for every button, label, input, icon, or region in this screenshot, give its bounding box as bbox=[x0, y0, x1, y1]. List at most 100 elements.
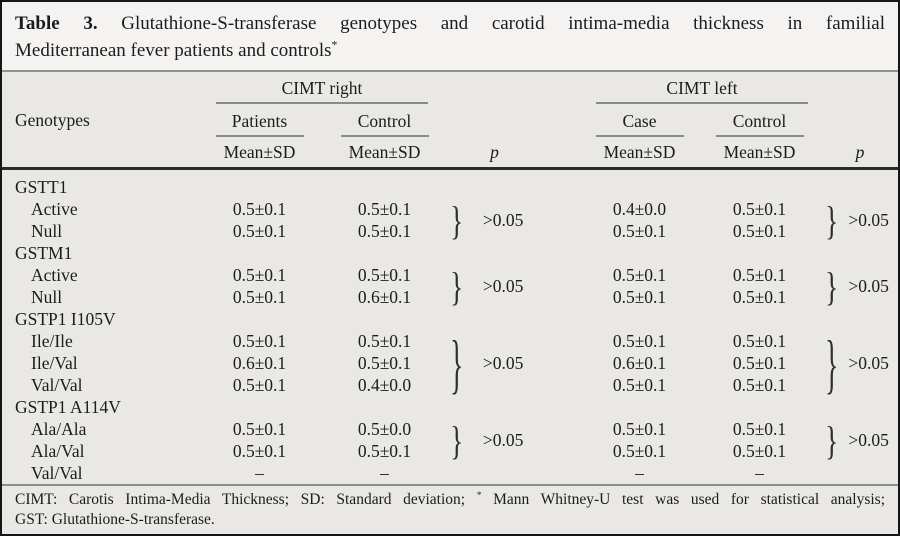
brace-icon: } bbox=[450, 326, 464, 400]
value-cell: 0.5±0.1 bbox=[232, 374, 287, 395]
caption-label: Table 3. bbox=[15, 13, 98, 34]
value-cell: 0.5±0.1 bbox=[732, 198, 787, 219]
p-value-cimt-right: } >0.05 bbox=[450, 326, 524, 400]
section-gstm1: GSTM1 Active 0.5±0.1 0.5±0.1 0.5±0.1 0.5… bbox=[2, 242, 898, 308]
footnote-asterisk: * bbox=[476, 489, 482, 501]
section-title: GSTP1 I105V bbox=[15, 308, 116, 329]
value-cell: 0.6±0.1 bbox=[612, 352, 667, 373]
p-value-cimt-right: } >0.05 bbox=[450, 263, 524, 309]
column-header-p-right: p bbox=[490, 141, 499, 162]
section-gstt1: GSTT1 Active 0.5±0.1 0.5±0.1 0.4±0.0 0.5… bbox=[2, 176, 898, 242]
value-cell: 0.5±0.1 bbox=[612, 418, 667, 439]
caption-line-1: Table 3. Glutathione-S-transferase genot… bbox=[15, 10, 885, 37]
column-header-genotypes: Genotypes bbox=[15, 110, 90, 130]
section-title: GSTT1 bbox=[15, 176, 68, 197]
row-label: Null bbox=[31, 220, 63, 241]
value-cell: 0.4±0.0 bbox=[612, 198, 667, 219]
column-header-meansd: Mean±SD bbox=[223, 141, 296, 162]
subgroup-underline bbox=[215, 135, 304, 137]
value-cell: 0.5±0.1 bbox=[612, 330, 667, 351]
p-value-cimt-right: } >0.05 bbox=[450, 197, 524, 243]
value-cell: 0.5±0.1 bbox=[232, 330, 287, 351]
value-cell: 0.5±0.1 bbox=[732, 440, 787, 461]
header-divider bbox=[2, 167, 898, 170]
value-cell: 0.5±0.1 bbox=[612, 374, 667, 395]
table-body: GSTT1 Active 0.5±0.1 0.5±0.1 0.4±0.0 0.5… bbox=[2, 170, 898, 484]
row-label: Ala/Ala bbox=[31, 418, 87, 439]
column-group-cimt-left: CIMT left bbox=[582, 74, 822, 104]
caption-divider bbox=[2, 70, 898, 72]
column-header-p-left: p bbox=[855, 141, 865, 162]
row-label: Active bbox=[31, 198, 78, 219]
row-label: Null bbox=[31, 286, 63, 307]
group-underline bbox=[596, 102, 808, 104]
brace-icon: } bbox=[825, 197, 839, 243]
table-header: Genotypes CIMT right CIMT left Patients … bbox=[2, 72, 898, 167]
brace-icon: } bbox=[825, 326, 839, 400]
column-header-meansd: Mean±SD bbox=[348, 141, 421, 162]
table-caption: Table 3. Glutathione-S-transferase genot… bbox=[2, 2, 898, 70]
section-title: GSTP1 A114V bbox=[15, 396, 121, 417]
p-value-cimt-left: } >0.05 bbox=[825, 263, 889, 309]
section-gstp1-a114v: GSTP1 A114V Ala/Ala 0.5±0.1 0.5±0.0 0.5±… bbox=[2, 396, 898, 484]
value-cell: 0.5±0.1 bbox=[732, 418, 787, 439]
value-cell: 0.5±0.1 bbox=[232, 220, 287, 241]
value-cell: 0.5±0.1 bbox=[732, 352, 787, 373]
value-cell: 0.5±0.1 bbox=[357, 440, 412, 461]
p-value-cimt-left: } >0.05 bbox=[825, 417, 889, 463]
subgroup-underline bbox=[595, 135, 684, 137]
caption-line-2: Mediterranean fever patients and control… bbox=[15, 38, 338, 61]
value-cell: – bbox=[380, 462, 389, 483]
p-value-cimt-left: } >0.05 bbox=[825, 197, 889, 243]
value-cell: 0.5±0.1 bbox=[732, 286, 787, 307]
value-cell: 0.4±0.0 bbox=[357, 374, 412, 395]
value-cell: 0.5±0.1 bbox=[357, 220, 412, 241]
value-cell: 0.5±0.1 bbox=[232, 440, 287, 461]
column-header-meansd: Mean±SD bbox=[603, 141, 676, 162]
column-header-control-left: Control bbox=[697, 104, 822, 137]
value-cell: 0.5±0.1 bbox=[732, 374, 787, 395]
row-label: Ile/Ile bbox=[31, 330, 73, 351]
row-label: Val/Val bbox=[31, 462, 83, 483]
value-cell: 0.5±0.0 bbox=[357, 418, 412, 439]
group-underline bbox=[216, 102, 428, 104]
footnote-divider bbox=[2, 484, 898, 486]
value-cell: 0.5±0.1 bbox=[612, 286, 667, 307]
p-value-cimt-left: } >0.05 bbox=[825, 326, 889, 400]
footnote-line-1: CIMT: Carotis Intima-Media Thickness; SD… bbox=[15, 489, 886, 508]
value-cell: 0.5±0.1 bbox=[357, 264, 412, 285]
caption-text: Glutathione-S-transferase genotypes and … bbox=[121, 13, 885, 34]
value-cell: 0.5±0.1 bbox=[732, 330, 787, 351]
subgroup-underline bbox=[715, 135, 804, 137]
value-cell: 0.5±0.1 bbox=[232, 198, 287, 219]
footnote-line-2: GST: Glutathione-S-transferase. bbox=[15, 511, 215, 528]
brace-icon: } bbox=[450, 263, 464, 309]
brace-icon: } bbox=[450, 197, 464, 243]
value-cell: 0.6±0.1 bbox=[357, 286, 412, 307]
section-title: GSTM1 bbox=[15, 242, 73, 263]
value-cell: 0.5±0.1 bbox=[732, 264, 787, 285]
value-cell: 0.5±0.1 bbox=[232, 418, 287, 439]
value-cell: 0.5±0.1 bbox=[232, 286, 287, 307]
p-value-cimt-right: } >0.05 bbox=[450, 417, 524, 463]
subgroup-underline bbox=[340, 135, 429, 137]
brace-icon: } bbox=[825, 417, 839, 463]
value-cell: – bbox=[755, 462, 764, 483]
row-label: Ala/Val bbox=[31, 440, 85, 461]
table-footnote: CIMT: Carotis Intima-Media Thickness; SD… bbox=[2, 486, 898, 530]
value-cell: – bbox=[255, 462, 264, 483]
value-cell: 0.6±0.1 bbox=[232, 352, 287, 373]
value-cell: 0.5±0.1 bbox=[612, 440, 667, 461]
row-label: Ile/Val bbox=[31, 352, 78, 373]
value-cell: 0.5±0.1 bbox=[357, 352, 412, 373]
row-label: Val/Val bbox=[31, 374, 83, 395]
value-cell: 0.5±0.1 bbox=[612, 264, 667, 285]
caption-asterisk: * bbox=[331, 38, 338, 52]
column-group-cimt-right: CIMT right bbox=[197, 74, 447, 104]
value-cell: 0.5±0.1 bbox=[612, 220, 667, 241]
row-label: Active bbox=[31, 264, 78, 285]
value-cell: 0.5±0.1 bbox=[357, 198, 412, 219]
value-cell: 0.5±0.1 bbox=[732, 220, 787, 241]
value-cell: 0.5±0.1 bbox=[232, 264, 287, 285]
